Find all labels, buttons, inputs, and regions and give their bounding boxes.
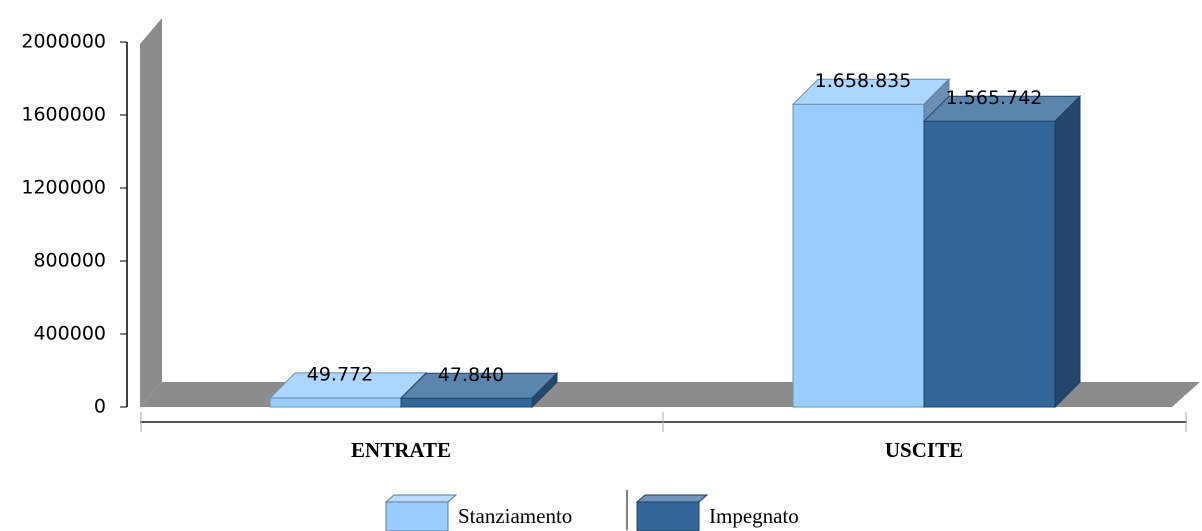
- value-label: 1.565.742: [946, 87, 1043, 109]
- x-tick-label: ENTRATE: [351, 438, 451, 462]
- bar-front: [400, 397, 533, 408]
- y-tick-label: 400000: [33, 323, 106, 345]
- value-label: 1.658.835: [815, 70, 912, 92]
- bar-front: [269, 397, 402, 408]
- x-tick-label: USCITE: [885, 438, 963, 462]
- value-label: 47.840: [438, 364, 504, 386]
- y-tick-label: 2000000: [21, 31, 106, 53]
- y-tick-label: 1600000: [21, 104, 106, 126]
- back-wall: [140, 18, 162, 407]
- bar-side: [531, 372, 558, 409]
- y-tick-label: 1200000: [21, 177, 106, 199]
- legend-swatch: [385, 501, 449, 531]
- y-tick-label: 800000: [33, 250, 106, 272]
- bar: [922, 95, 1082, 409]
- legend-swatch-top: [635, 494, 709, 503]
- bar-front: [792, 103, 925, 408]
- bar-front: [923, 120, 1056, 408]
- y-tick-label: 0: [94, 396, 106, 418]
- legend-label: Impegnato: [709, 504, 799, 528]
- legend-label: Stanziamento: [458, 504, 572, 528]
- bar-side: [1054, 95, 1081, 409]
- bar: [399, 372, 559, 409]
- legend-swatch: [636, 501, 700, 531]
- legend-swatch-top: [384, 494, 458, 503]
- value-label: 49.772: [307, 363, 373, 385]
